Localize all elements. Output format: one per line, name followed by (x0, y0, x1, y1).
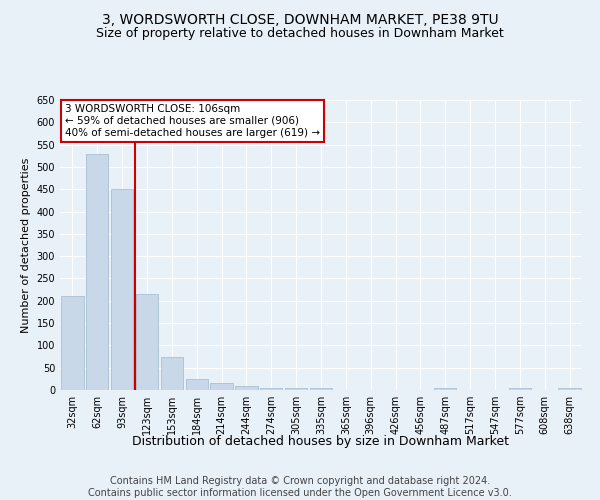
Y-axis label: Number of detached properties: Number of detached properties (21, 158, 31, 332)
Bar (86, 154, 109, 390)
Text: Size of property relative to detached houses in Downham Market: Size of property relative to detached ho… (96, 28, 504, 40)
Bar (310, 388, 332, 390)
Text: 3, WORDSWORTH CLOSE, DOWNHAM MARKET, PE38 9TU: 3, WORDSWORTH CLOSE, DOWNHAM MARKET, PE3… (101, 12, 499, 26)
Bar (161, 356, 183, 390)
Bar (235, 386, 257, 390)
Bar (434, 388, 457, 390)
Text: Distribution of detached houses by size in Downham Market: Distribution of detached houses by size … (133, 435, 509, 448)
Bar (185, 379, 208, 390)
Bar (509, 388, 531, 390)
Bar (111, 189, 133, 390)
Bar (260, 388, 283, 390)
Bar (136, 294, 158, 390)
Bar (211, 384, 233, 390)
Bar (61, 296, 83, 390)
Bar (285, 388, 307, 390)
Text: 3 WORDSWORTH CLOSE: 106sqm
← 59% of detached houses are smaller (906)
40% of sem: 3 WORDSWORTH CLOSE: 106sqm ← 59% of deta… (65, 104, 320, 138)
Text: Contains HM Land Registry data © Crown copyright and database right 2024.
Contai: Contains HM Land Registry data © Crown c… (88, 476, 512, 498)
Bar (559, 388, 581, 390)
